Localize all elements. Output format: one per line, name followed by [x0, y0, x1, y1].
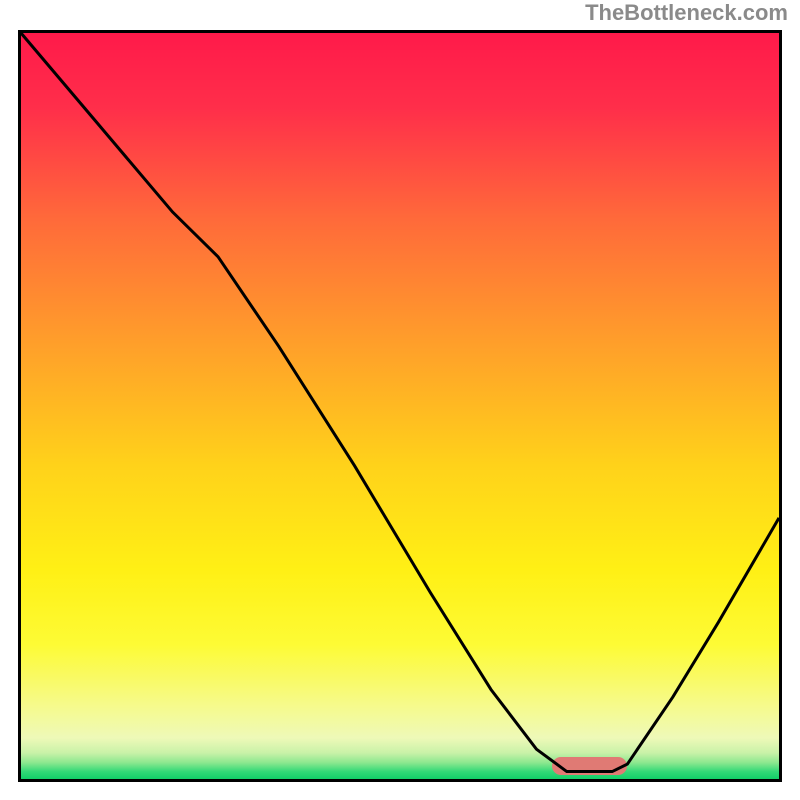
chart-panel [18, 30, 782, 782]
curve-path [21, 33, 779, 772]
bottleneck-curve [21, 33, 779, 779]
attribution-text: TheBottleneck.com [585, 0, 788, 26]
